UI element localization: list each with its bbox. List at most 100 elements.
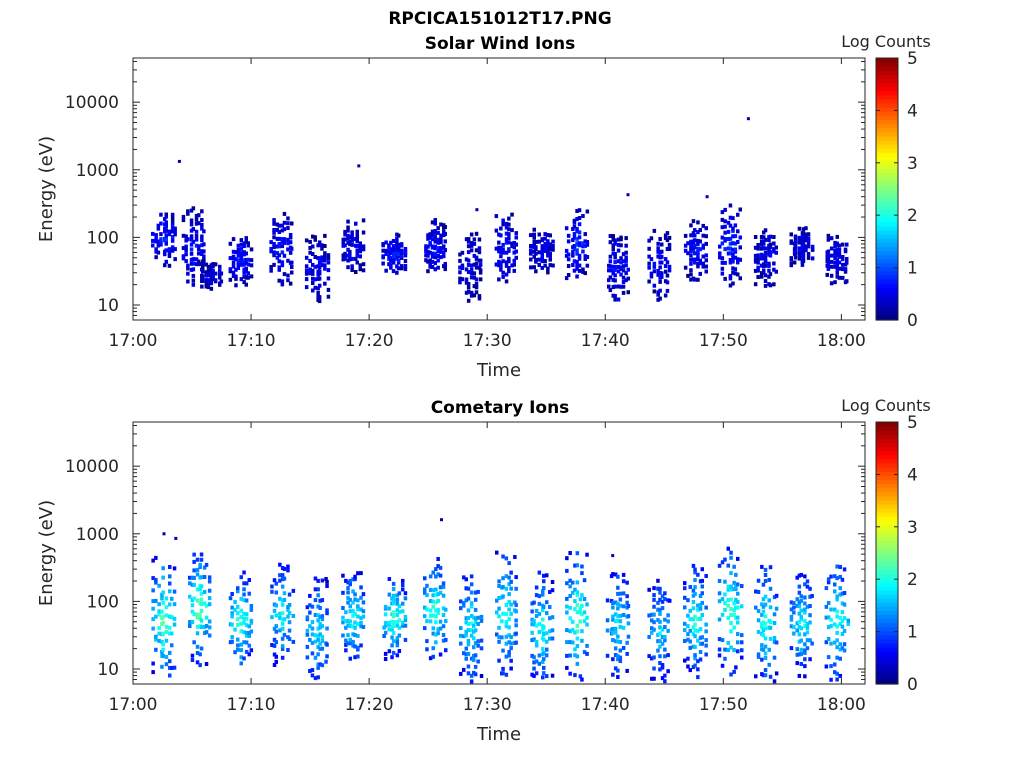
heatmap-cell [466,622,471,626]
heatmap-cell [469,679,474,684]
heatmap-cell [543,232,547,237]
heatmap-cell [846,618,850,623]
heatmap-cell [280,260,285,265]
heatmap-cell [269,268,273,273]
heatmap-cell [686,656,690,661]
heatmap-cell [543,241,547,246]
heatmap-cell [430,244,435,249]
heatmap-cell [689,239,693,244]
heatmap-cell [154,634,158,639]
heatmap-cells [151,117,849,304]
heatmap-cell [763,573,768,577]
heatmap-cell [585,651,589,656]
heatmap-cell [768,272,773,277]
colorbar-segment [876,638,898,644]
heatmap-cell [219,279,224,284]
heatmap-cell [164,228,168,233]
heatmap-cell [611,243,615,248]
colorbar-segment [876,274,898,280]
heatmap-cell [230,639,234,644]
heatmap-cell [575,623,580,628]
heatmap-cell [351,609,355,613]
heatmap-cell [341,590,345,595]
heatmap-cell [170,245,175,250]
heatmap-cell [316,675,320,680]
heatmap-cell [161,566,165,571]
heatmap-cell [829,259,834,264]
heatmap-cell [438,590,443,595]
heatmap-cell [548,257,552,262]
heatmap-cell [272,578,277,583]
heatmap-cell [188,594,192,599]
heatmap-cell [164,662,169,667]
heatmap-cell [244,649,249,654]
heatmap-cell [387,243,391,248]
heatmap-cell [195,568,200,572]
heatmap-cell [280,239,285,244]
heatmap-cell [286,607,290,612]
heatmap-cell [756,578,761,583]
heatmap-cell [619,260,623,265]
heatmap-cell [767,268,771,273]
heatmap-cell [616,634,620,639]
heatmap-cell [564,253,569,258]
heatmap-cell [573,607,577,612]
heatmap-cell [387,577,392,581]
heatmap-cell [512,250,516,255]
heatmap-cell [686,632,690,637]
heatmap-cell [551,263,555,268]
heatmap-cell [236,586,240,591]
heatmap-cell [401,623,405,628]
heatmap-cell [436,254,440,258]
heatmap-cell [473,597,478,602]
heatmap-cell [469,628,474,633]
heatmap-cell [164,248,168,253]
heatmap-cell [305,605,310,610]
heatmap-cell [774,269,778,274]
heatmap-cell [728,236,733,241]
heatmap-cell [356,645,360,650]
heatmap-cell [652,228,657,233]
heatmap-cell [575,629,580,634]
colorbar-tick-label: 3 [907,154,918,174]
heatmap-cell [529,265,533,270]
heatmap-cell [577,241,582,246]
heatmap-cell [436,230,440,235]
heatmap-cell [164,259,168,264]
heatmap-cell [173,232,177,237]
heatmap-cell [348,619,352,624]
heatmap-cell [842,629,847,633]
heatmap-cell [311,244,315,249]
colorbar-segment [876,242,898,247]
heatmap-cell [195,587,200,592]
heatmap-cell [688,668,692,673]
heatmap-cell [326,268,331,273]
heatmap-cell [806,241,811,246]
heatmap-cell [693,653,697,658]
heatmap-cell [472,241,477,246]
heatmap-cell [656,241,660,246]
heatmap-cell [201,274,205,279]
heatmap-cell [431,654,435,659]
heatmap-cell [733,267,738,272]
heatmap-cell [740,633,744,638]
heatmap-cell [693,233,697,238]
heatmap-cell [726,251,731,256]
heatmap-cell [343,256,347,261]
heatmap-cell [829,273,834,278]
heatmap-cell [696,249,700,254]
heatmap-cell [443,265,447,270]
heatmap-cell [514,623,518,628]
heatmap-cell [202,624,207,629]
heatmap-cell [529,248,533,253]
heatmap-cell [472,237,477,242]
heatmap-cell [577,222,582,227]
heatmap-cell [720,241,725,246]
colorbar-segment [876,647,898,652]
heatmap-cell [202,242,206,247]
heatmap-cell [829,574,833,579]
heatmap-cell [197,213,201,218]
heatmap-cell [304,255,309,260]
heatmap-cell [575,263,579,268]
heatmap-cell [239,254,244,259]
